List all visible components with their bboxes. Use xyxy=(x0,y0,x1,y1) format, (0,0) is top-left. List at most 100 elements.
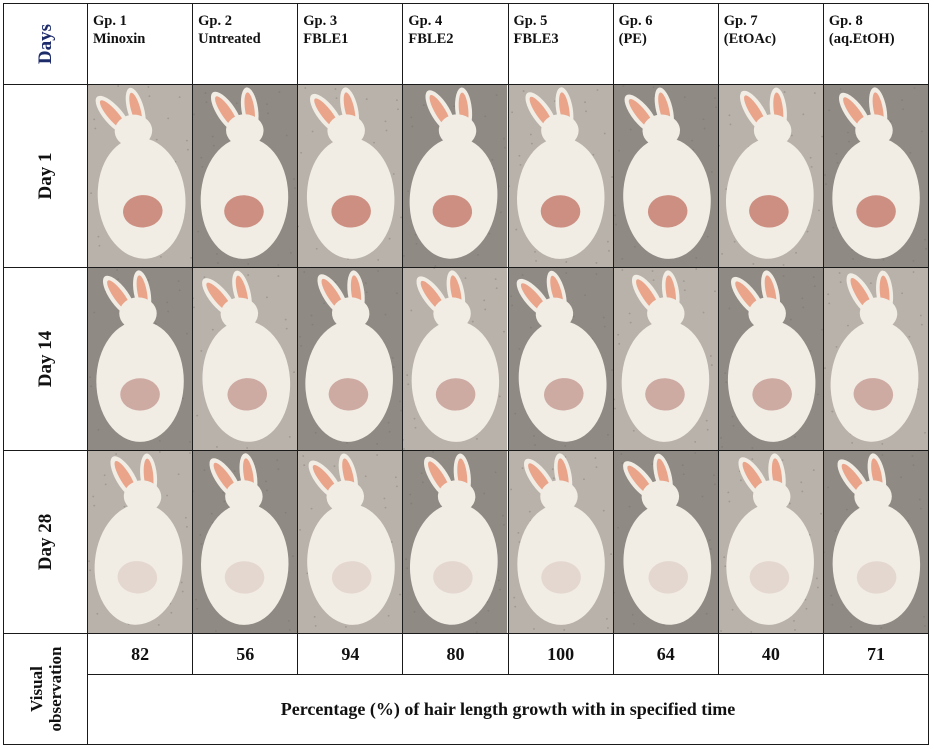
group-header-6: Gp. 6 (PE) xyxy=(612,3,719,85)
shaved-patch xyxy=(540,561,581,594)
rabbit-figure xyxy=(516,453,605,625)
shaved-patch xyxy=(120,378,160,411)
group-header-5: Gp. 5 FBLE3 xyxy=(507,3,614,85)
shaved-patch xyxy=(432,195,473,228)
shaved-patch xyxy=(644,378,685,411)
group-treatment: FBLE3 xyxy=(513,31,559,47)
rabbit-photo xyxy=(402,267,509,451)
group-number: Gp. 8 xyxy=(828,13,863,29)
percentage-value: 94 xyxy=(297,632,404,676)
days-header-label: Days xyxy=(34,23,56,65)
rabbit-figure xyxy=(622,453,711,625)
shaved-patch xyxy=(543,378,584,411)
rabbit-figure xyxy=(832,87,920,259)
group-number: Gp. 7 xyxy=(723,13,758,29)
visual-observation-values-row: Visual observation 82 56 94 80 100 64 40… xyxy=(3,632,930,745)
rabbit-figure xyxy=(516,87,604,259)
rabbit-photo xyxy=(86,267,194,451)
rabbit-photo xyxy=(86,84,194,268)
row-day-1: Day 1 xyxy=(3,84,930,268)
rabbit-figure xyxy=(727,270,816,442)
rabbit-figure xyxy=(410,453,499,625)
shaved-patch xyxy=(540,195,580,228)
shaved-patch xyxy=(748,195,789,228)
days-header-cell: Days xyxy=(3,3,88,85)
shaved-patch xyxy=(117,561,158,594)
rabbit-figure xyxy=(305,270,394,442)
rabbit-photo xyxy=(192,84,299,268)
rabbit-figure xyxy=(409,87,498,259)
rabbit-head xyxy=(225,480,263,513)
rabbit-photo xyxy=(507,84,614,268)
caption-row: Percentage (%) of hair length growth wit… xyxy=(4,674,929,745)
group-treatment: FBLE1 xyxy=(303,31,349,47)
shaved-patch xyxy=(224,195,264,228)
shaved-patch xyxy=(856,561,897,594)
shaved-patch xyxy=(853,378,893,411)
header-row: Days Gp. 1 Minoxin Gp. 2 Untreated Gp. 3 FB… xyxy=(3,3,930,85)
shaved-patch xyxy=(123,195,163,228)
shaved-patch xyxy=(436,378,476,411)
shaved-patch xyxy=(648,561,688,594)
shaved-patch xyxy=(749,561,789,594)
rabbit-figure xyxy=(307,87,395,259)
group-treatment: Minoxin xyxy=(93,31,146,47)
group-treatment: (PE) xyxy=(618,31,647,47)
row-label: Day 28 xyxy=(34,513,56,571)
group-treatment: Untreated xyxy=(198,31,261,47)
group-header-8: Gp. 8 (aq.EtOH) xyxy=(822,3,930,85)
rabbit-figure xyxy=(202,270,291,442)
rabbit-photo xyxy=(402,84,509,268)
row-label-cell: Day 1 xyxy=(3,84,88,268)
percentage-value: 80 xyxy=(402,632,509,676)
rabbit-photo xyxy=(297,450,404,634)
rabbit-figure xyxy=(622,87,711,259)
rabbit-photo xyxy=(717,267,824,451)
rabbit-head xyxy=(753,114,792,147)
rabbit-head xyxy=(438,480,476,513)
group-header-4: Gp. 4 FBLE2 xyxy=(402,3,509,85)
percentage-value: 40 xyxy=(717,632,824,676)
row-label: Day 14 xyxy=(34,330,56,388)
rabbit-figure xyxy=(95,87,186,259)
rabbit-photo xyxy=(297,267,404,451)
group-treatment: FBLE2 xyxy=(408,31,454,47)
rabbit-photo xyxy=(192,450,299,634)
group-treatment: (EtOAc) xyxy=(723,31,777,47)
row-label-cell: Day 28 xyxy=(3,450,88,634)
group-number: Gp. 5 xyxy=(513,13,548,29)
rabbit-photo xyxy=(612,450,719,634)
rabbit-figure xyxy=(830,270,919,442)
rabbit-figure xyxy=(307,453,396,625)
rabbit-photo xyxy=(297,84,404,268)
rabbit-photo xyxy=(612,84,719,268)
rabbit-figure xyxy=(725,87,814,259)
rabbit-head xyxy=(859,297,898,330)
visual-observation-label: Visual observation xyxy=(26,646,65,732)
rabbit-photo xyxy=(612,267,719,451)
percentage-value: 56 xyxy=(192,632,299,676)
group-number: Gp. 2 xyxy=(198,13,232,29)
rabbit-head xyxy=(540,114,579,147)
group-number: Gp. 4 xyxy=(408,13,443,29)
row-label: Day 1 xyxy=(34,152,56,200)
rabbit-head xyxy=(226,114,264,147)
shaved-patch xyxy=(647,195,688,228)
group-number: Gp. 3 xyxy=(303,13,338,29)
rabbit-head xyxy=(752,480,791,513)
rabbit-head xyxy=(439,114,477,147)
group-header-1: Gp. 1 Minoxin xyxy=(86,3,194,85)
rabbit-photo xyxy=(507,450,614,634)
rabbit-photo xyxy=(822,84,930,268)
group-treatment: (aq.EtOH) xyxy=(828,31,895,47)
rabbit-figure xyxy=(201,453,289,625)
rabbit-photo xyxy=(822,267,930,451)
rabbit-photo xyxy=(717,450,824,634)
shaved-patch xyxy=(332,561,372,594)
rabbit-photo xyxy=(717,84,824,268)
rabbit-photo xyxy=(822,450,930,634)
visual-observation-label-cell: Visual observation xyxy=(3,633,88,745)
row-day-28: Day 28 xyxy=(3,450,930,634)
rabbit-figure xyxy=(832,453,920,625)
